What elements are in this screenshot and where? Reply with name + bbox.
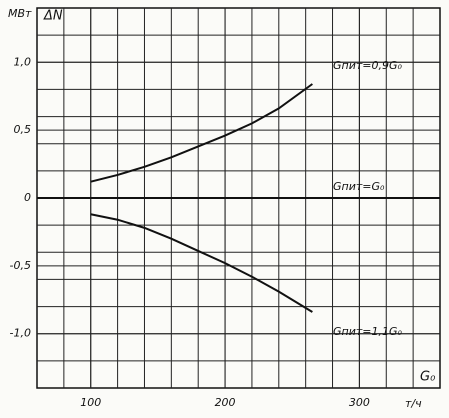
x-label: G₀ xyxy=(420,370,436,385)
y-tick-label: -1,0 xyxy=(10,327,31,340)
y-tick-label: -0,5 xyxy=(10,259,31,272)
series-line xyxy=(90,213,313,313)
y-tick-label: 0 xyxy=(24,191,31,204)
x-tick-label: 100 xyxy=(80,396,101,409)
series-label: Gпит=0,9G₀ xyxy=(333,59,403,72)
y-label: ΔN xyxy=(43,9,63,24)
x-tick-label: 200 xyxy=(215,396,236,409)
y-unit: МВт xyxy=(8,7,32,20)
y-tick-label: 1,0 xyxy=(14,55,32,68)
series-label: Gпит=G₀ xyxy=(333,180,385,193)
x-unit: т/ч xyxy=(405,397,422,410)
x-tick-label: 300 xyxy=(349,396,370,409)
series-label: Gпит=1,1G₀ xyxy=(333,325,403,338)
y-tick-label: 0,5 xyxy=(14,123,32,136)
series-line xyxy=(90,83,313,183)
